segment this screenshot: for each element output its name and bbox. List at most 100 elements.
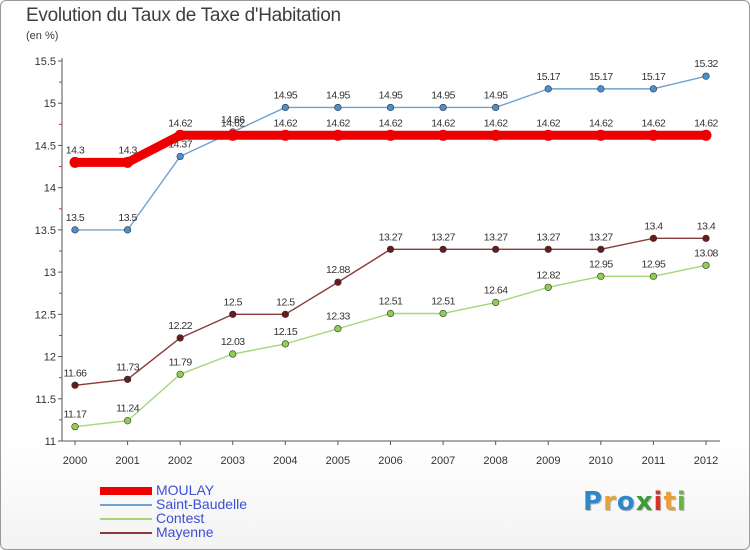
data-label-mayenne: 13.4: [644, 220, 663, 232]
data-label-saint-baudelle: 15.17: [536, 71, 560, 83]
data-point-saint-baudelle: [544, 85, 552, 93]
data-point-moulay: [69, 156, 81, 168]
x-tick-label: 2010: [589, 455, 613, 467]
data-label-moulay: 14.62: [431, 117, 455, 129]
data-label-moulay: 14.62: [642, 117, 666, 129]
data-point-moulay: [227, 129, 239, 141]
logo-letter: x: [635, 487, 654, 517]
data-label-contest: 11.24: [116, 403, 140, 415]
proxiti-logo: Proxiti: [583, 487, 687, 517]
logo-letter: o: [616, 487, 636, 517]
data-point-saint-baudelle: [281, 103, 289, 112]
data-point-contest: [439, 309, 447, 318]
data-point-mayenne: [176, 334, 184, 342]
x-tick-label: 2000: [63, 455, 87, 467]
data-point-contest: [229, 350, 237, 358]
legend-label-mayenne: Mayenne: [156, 524, 214, 540]
data-point-contest: [544, 283, 552, 291]
x-tick-label: 2005: [326, 455, 350, 467]
data-label-saint-baudelle: 14.95: [379, 89, 403, 101]
data-point-moulay: [122, 156, 134, 168]
logo-letter: P: [583, 487, 604, 517]
data-label-contest: 12.95: [589, 258, 613, 270]
x-tick-label: 2006: [378, 455, 402, 467]
chart-subtitle: (en %): [26, 30, 59, 42]
data-label-contest: 12.15: [273, 326, 297, 338]
data-label-mayenne: 13.27: [431, 231, 455, 243]
data-label-saint-baudelle: 15.17: [642, 71, 666, 83]
data-label-contest: 12.03: [221, 336, 245, 348]
data-point-contest: [386, 309, 395, 318]
data-point-moulay: [385, 129, 396, 141]
logo-letter: t: [663, 487, 677, 517]
legend-swatch-contest: [100, 518, 152, 520]
data-label-mayenne: 13.27: [589, 231, 613, 243]
data-point-saint-baudelle: [176, 152, 184, 161]
data-point-mayenne: [334, 278, 342, 286]
data-label-moulay: 14.3: [66, 144, 85, 156]
logo-letter: i: [653, 487, 664, 517]
data-label-mayenne: 12.88: [326, 264, 350, 276]
data-label-saint-baudelle: 14.95: [326, 89, 350, 101]
data-point-contest: [123, 417, 132, 425]
data-point-contest: [702, 261, 710, 269]
y-tick-label: 15.5: [35, 56, 56, 68]
data-point-saint-baudelle: [334, 103, 342, 112]
data-point-contest: [334, 325, 342, 333]
data-point-mayenne: [544, 245, 552, 253]
data-label-contest: 12.33: [326, 311, 350, 323]
data-point-mayenne: [597, 245, 605, 253]
data-label-saint-baudelle: 13.5: [118, 212, 137, 224]
data-point-mayenne: [123, 375, 132, 383]
legend-swatch-moulay: [100, 487, 152, 495]
y-tick-label: 14.5: [35, 140, 56, 152]
data-label-mayenne: 12.5: [224, 296, 243, 308]
data-label-contest: 11.17: [64, 409, 88, 421]
data-point-moulay: [595, 129, 607, 141]
data-point-contest: [176, 370, 184, 378]
data-point-mayenne: [649, 234, 658, 242]
data-label-moulay: 14.62: [221, 117, 245, 129]
y-tick-label: 13: [44, 267, 56, 279]
data-point-moulay: [700, 129, 712, 141]
x-tick-label: 2012: [694, 455, 718, 467]
data-label-contest: 12.64: [484, 285, 508, 297]
data-label-saint-baudelle: 13.5: [66, 212, 85, 224]
data-point-mayenne: [386, 245, 395, 253]
data-point-saint-baudelle: [123, 226, 132, 234]
data-label-saint-baudelle: 15.17: [589, 71, 613, 83]
legend-swatch-saint-baudelle: [100, 504, 152, 506]
chart-title: Evolution du Taux de Taxe d'Habitation: [26, 5, 341, 26]
y-tick-label: 11.5: [35, 394, 56, 406]
data-label-saint-baudelle: 14.95: [484, 89, 508, 101]
logo-letter: r: [603, 487, 617, 517]
data-point-contest: [597, 272, 605, 280]
data-point-moulay: [332, 129, 344, 141]
data-point-contest: [281, 340, 289, 348]
data-label-mayenne: 12.22: [168, 320, 192, 332]
data-label-contest: 12.95: [642, 258, 666, 270]
x-tick-label: 2007: [431, 455, 455, 467]
data-point-moulay: [437, 129, 449, 141]
legend-swatch-mayenne: [100, 532, 152, 534]
data-point-mayenne: [439, 245, 447, 253]
data-label-mayenne: 13.27: [484, 231, 508, 243]
data-point-moulay: [174, 129, 186, 141]
y-tick-label: 11: [45, 436, 56, 448]
data-point-moulay: [490, 129, 502, 141]
y-tick-label: 12.5: [35, 309, 56, 321]
data-point-moulay: [647, 129, 659, 141]
y-tick-label: 15: [44, 98, 56, 110]
x-tick-label: 2001: [115, 455, 139, 467]
data-label-saint-baudelle: 14.95: [431, 89, 455, 101]
data-label-moulay: 14.62: [484, 117, 508, 129]
data-point-contest: [71, 423, 79, 431]
data-point-saint-baudelle: [702, 72, 710, 80]
data-point-mayenne: [281, 310, 289, 318]
data-label-saint-baudelle: 14.66: [221, 114, 245, 126]
data-label-moulay: 14.62: [379, 117, 403, 129]
data-label-moulay: 14.62: [536, 117, 560, 129]
data-point-saint-baudelle: [439, 103, 447, 112]
data-label-moulay: 14.3: [118, 144, 137, 156]
data-label-contest: 12.51: [379, 295, 403, 307]
